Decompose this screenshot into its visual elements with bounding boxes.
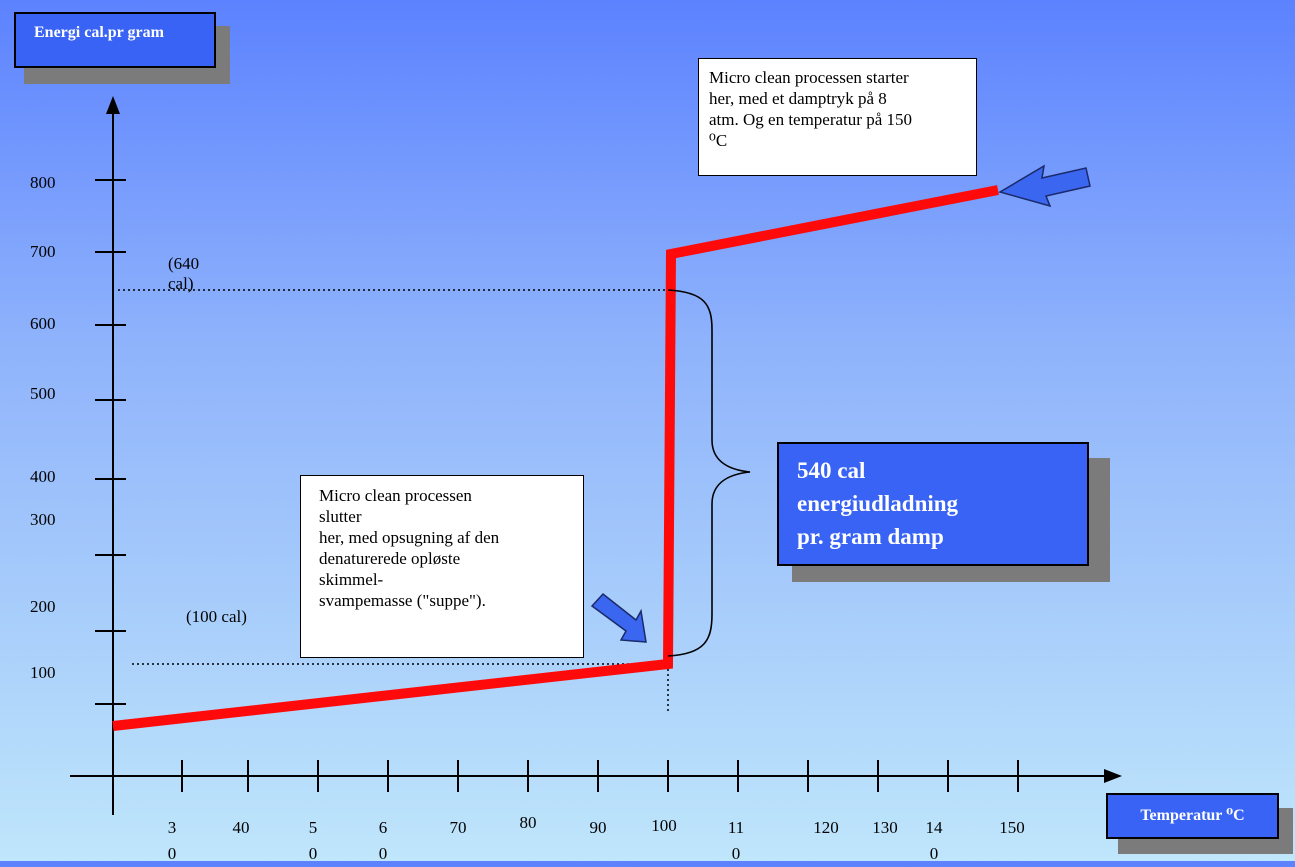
y-tick-label: 200 [30, 597, 56, 616]
callout-end: Micro clean processen slutter her, med o… [300, 475, 584, 658]
arrow-end-icon [590, 592, 647, 643]
x-tick-label: 130 [872, 818, 898, 837]
energy-box-line: energiudladning [797, 491, 959, 516]
callout-end-line: svampemasse ("suppe"). [319, 591, 486, 610]
curly-brace [667, 289, 751, 657]
y-tick-label: 100 [30, 663, 56, 682]
callout-end-line: her, med opsugning af den [319, 528, 500, 547]
y-tick-label: 300 [30, 510, 56, 529]
ref-label-640: (640 cal) [168, 254, 200, 293]
callout-start-line: her, med et damptryk på 8 [709, 89, 887, 108]
x-tick-label: 90 [589, 818, 607, 837]
x-axis-title-box: Temperatur ⁰C [1106, 793, 1279, 839]
x-tick-label: 14 0 [925, 818, 943, 863]
callout-end-line: Micro clean processen [319, 486, 472, 505]
callout-end-line: skimmel- [319, 570, 384, 589]
y-tick-label: 400 [30, 467, 56, 486]
x-axis-arrowhead [1104, 769, 1122, 783]
energy-box-line: pr. gram damp [797, 524, 944, 549]
energy-box: 540 cal energiudladning pr. gram damp [777, 442, 1089, 566]
arrow-start-icon [998, 164, 1091, 208]
x-tick-label: 120 [813, 818, 839, 837]
y-axis-arrowhead [106, 96, 120, 114]
y-axis-title-box: Energi cal.pr gram [14, 12, 216, 68]
x-axis-title: Temperatur ⁰C [1140, 807, 1245, 824]
x-tick-label: 40 [232, 818, 250, 837]
ref-label-100: (100 cal) [186, 607, 247, 626]
callout-end-line: slutter [319, 507, 362, 526]
callout-start-line: Micro clean processen starter [709, 68, 909, 87]
callout-start-line: atm. Og en temperatur på 150 [709, 110, 912, 129]
callout-start: Micro clean processen starter her, med e… [698, 58, 977, 176]
y-ticks [95, 179, 126, 705]
x-ticks [181, 760, 1019, 792]
energy-curve [112, 185, 999, 731]
y-tick-label: 800 [30, 173, 56, 192]
callout-start-line: ⁰C [709, 131, 728, 150]
x-tick-label: 11 0 [727, 818, 745, 863]
x-tick-label: 70 [449, 818, 467, 837]
x-tick-label: 80 [519, 813, 537, 832]
y-tick-label: 600 [30, 314, 56, 333]
y-axis-title: Energi cal.pr gram [34, 24, 164, 41]
x-tick-label: 150 [999, 818, 1025, 837]
energy-box-line: 540 cal [797, 458, 866, 483]
y-tick-label: 500 [30, 384, 56, 403]
x-tick-label: 100 [651, 816, 677, 835]
callout-end-line: denaturerede opløste [319, 549, 461, 568]
y-tick-label: 700 [30, 242, 56, 261]
